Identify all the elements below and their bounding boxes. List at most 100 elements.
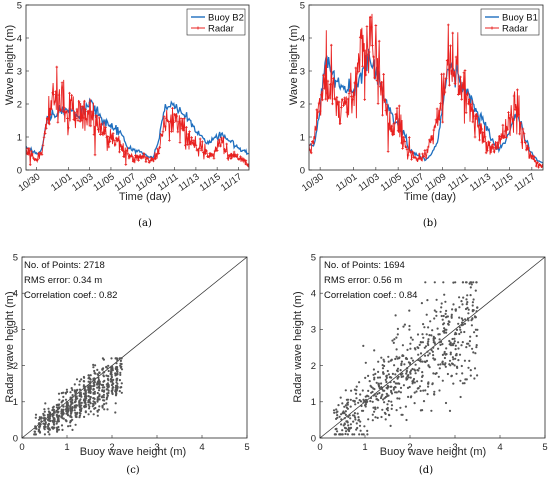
panel-b-radar-marker [502, 134, 506, 138]
panel-a-ytick-label: 3 [17, 66, 22, 77]
panel-c-point [93, 401, 96, 404]
panel-b-radar-marker [512, 94, 516, 98]
panel-d-point [395, 336, 398, 339]
panel-b-radar-marker [524, 148, 528, 152]
panel-d-point [364, 376, 367, 379]
panel-c-point [62, 408, 65, 411]
panel-d-point [364, 361, 367, 364]
panel-d-point [441, 318, 444, 321]
panel-b-axes-box [308, 4, 544, 171]
panel-c-point [114, 384, 118, 387]
panel-a-radar-marker [89, 124, 93, 128]
panel-d-point [355, 385, 358, 388]
panel-d-ytick-label: 0 [311, 433, 316, 444]
panel-c-point [69, 408, 72, 412]
panel-d-point [422, 400, 426, 403]
panel-d-point [345, 427, 348, 430]
panel-b-radar-marker [506, 128, 509, 131]
panel-a-radar-marker [43, 132, 47, 135]
panel-a-ytick-label: 1 [17, 132, 22, 143]
panel-d-point [407, 395, 410, 398]
panel-d-point [461, 372, 464, 375]
panel-a-xtick-label: 11/01 [49, 171, 74, 193]
panel-b-radar-marker [368, 15, 372, 19]
panel-a-radar-marker [37, 151, 41, 155]
panel-d-point [449, 341, 452, 344]
panel-d-point [460, 300, 463, 303]
panel-b-radar-marker [312, 141, 315, 145]
panel-d-point [455, 328, 459, 331]
panel-d-point [397, 375, 400, 378]
panel-d-point [472, 281, 475, 284]
panel-d-point [367, 418, 370, 421]
panel-d-point [424, 354, 427, 357]
panel-b-radar-marker [326, 79, 330, 83]
panel-d-point [446, 372, 449, 376]
panel-d-point [465, 298, 468, 301]
panel-c-point [97, 385, 101, 388]
panel-b-radar-marker [404, 145, 408, 149]
panel-b-radar-marker [421, 152, 424, 156]
panel-c-point [47, 430, 50, 434]
panel-c-point [103, 408, 106, 411]
panel-d-point [473, 367, 477, 370]
panel-d-ytick-label: 1 [311, 397, 316, 408]
panel-c-point [60, 408, 63, 411]
panel-d-point [344, 404, 347, 407]
panel-b-radar-marker [465, 93, 469, 96]
panel-d-ytick-label: 3 [311, 325, 316, 336]
panel-c-point [96, 414, 99, 417]
panel-d-xtick-label: 2 [407, 442, 412, 453]
panel-c-xtick-label: 4 [199, 442, 204, 453]
panel-c-point [66, 411, 69, 415]
panel-b-radar-marker [386, 150, 390, 153]
panel-d-point [451, 337, 454, 341]
panel-c-point [47, 423, 50, 426]
panel-d-point [459, 395, 462, 399]
panel-c-point [116, 366, 119, 369]
panel-b-radar-marker [405, 148, 409, 151]
panel-d-point [433, 358, 436, 361]
panel-a-radar-marker [67, 126, 70, 130]
panel-d-point [444, 312, 447, 315]
panel-c-point [79, 409, 82, 413]
panel-d-point [438, 333, 441, 336]
panel-d-point [426, 299, 429, 302]
panel-c-point [82, 384, 85, 387]
panel-d-point [376, 406, 379, 409]
panel-c-point [84, 389, 87, 392]
panel-b-radar-marker [494, 146, 498, 150]
panel-d-point [400, 362, 403, 365]
panel-d-point [461, 319, 464, 322]
panel-b-radar-marker [373, 76, 377, 80]
panel-a-radar-marker [97, 116, 101, 120]
panel-d-point [380, 386, 383, 389]
panel-b-radar-marker [492, 150, 496, 154]
panel-d-point [366, 429, 369, 432]
panel-d-point [396, 367, 400, 370]
panel-d-point [440, 302, 443, 305]
panel-a-radar-marker [40, 153, 44, 156]
panel-d-point [439, 363, 442, 366]
panel-d-point [362, 433, 365, 436]
panel-a-radar-marker [212, 156, 216, 160]
panel-d-point [454, 281, 457, 284]
panel-d-point [349, 417, 352, 420]
panel-d-point [457, 341, 460, 344]
panel-c-point [65, 420, 68, 423]
panel-d-point [426, 350, 429, 353]
panel-d-point [393, 338, 396, 341]
panel-b-radar-marker [479, 131, 482, 135]
panel-b-radar-marker [441, 120, 445, 124]
panel-a-radar-marker [186, 143, 189, 146]
panel-b-radar-marker [471, 120, 475, 124]
panel-a-radar-marker [143, 155, 147, 159]
panel-b-radar-marker [418, 152, 421, 156]
panel-d-point [424, 389, 427, 392]
panel-c-point [78, 414, 82, 417]
panel-b-radar-marker [431, 137, 434, 141]
panel-a-radar-marker [210, 154, 214, 158]
panel-d-point [465, 346, 468, 349]
panel-d-point [373, 378, 376, 381]
panel-a-xtick-label: 11/03 [70, 171, 95, 193]
